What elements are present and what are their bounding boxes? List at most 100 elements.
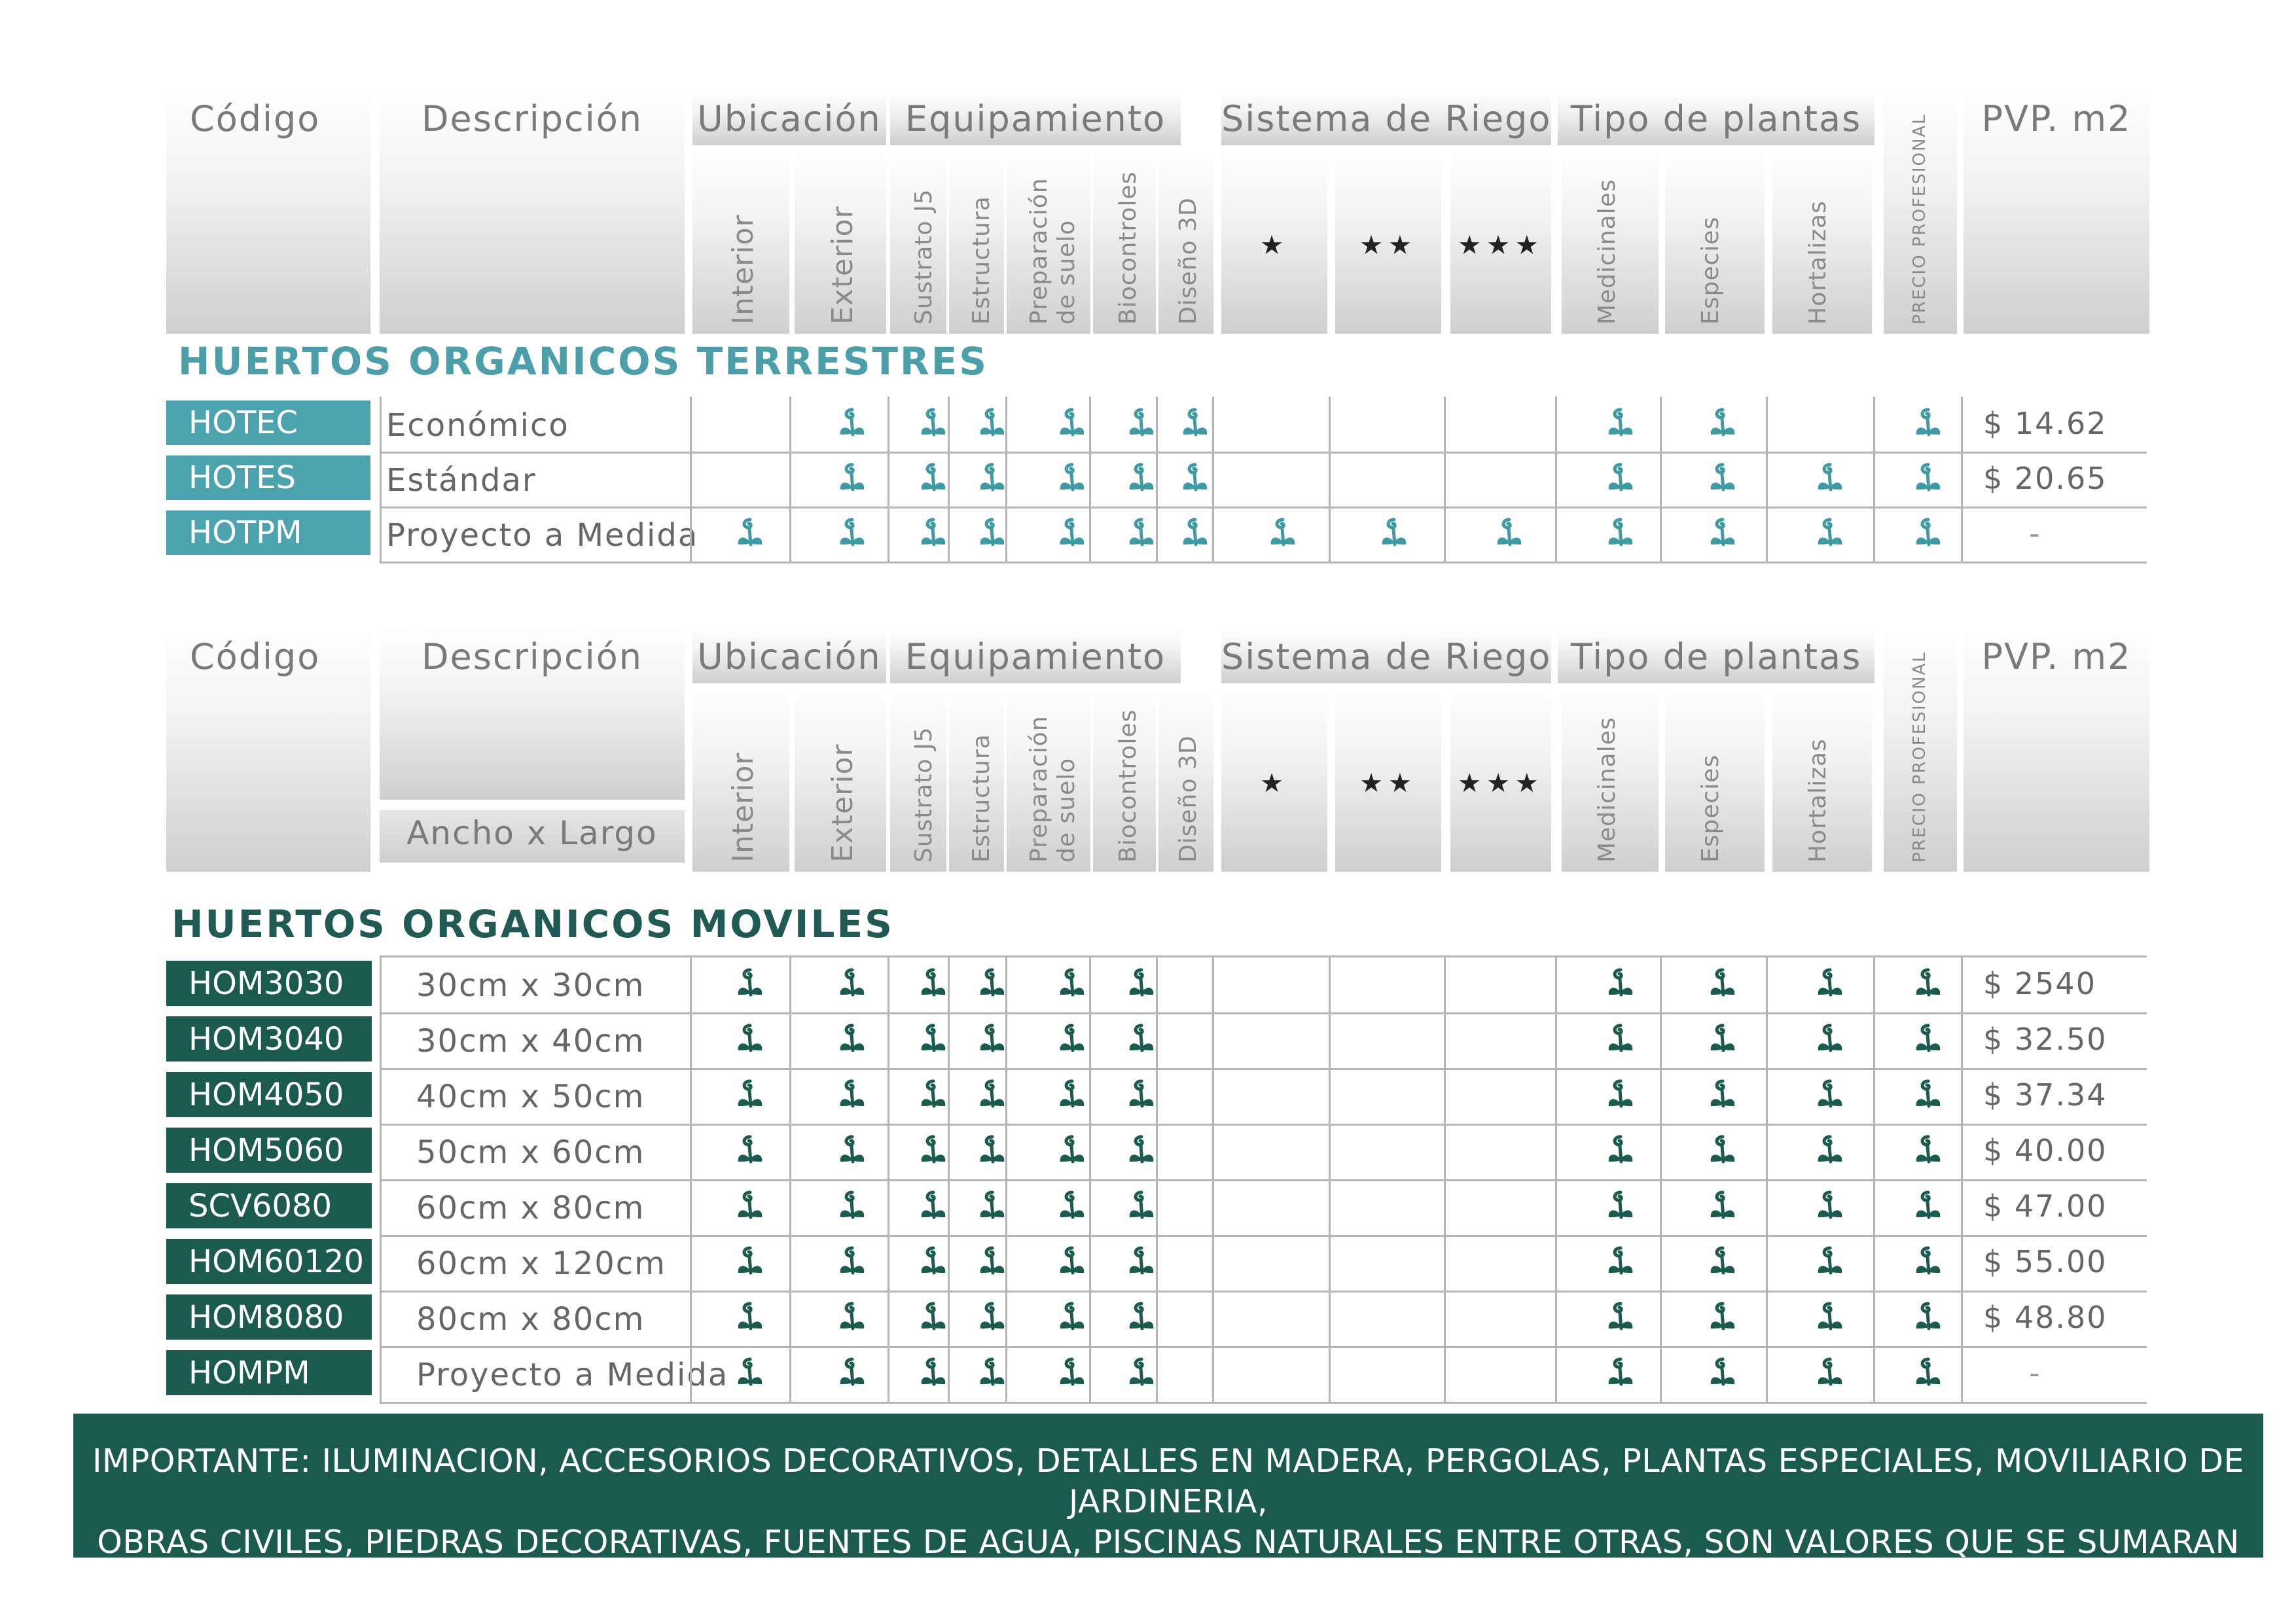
code-label: HOM3040 <box>188 1020 344 1058</box>
sprout-icon <box>1912 1355 1944 1392</box>
row-description: 80cm x 80cm <box>416 1301 645 1338</box>
sprout-icon <box>1707 1022 1738 1058</box>
sprout-icon <box>1814 516 1846 552</box>
sprout-icon <box>734 1133 766 1169</box>
header-sub-cell <box>1158 152 1213 334</box>
header-sub-cell <box>1562 690 1659 872</box>
header-preparacion-label-2: de suelo <box>1053 757 1080 863</box>
row-price: $ 14.62 <box>1983 406 2108 441</box>
column-divider <box>789 397 791 562</box>
header-precio-prof-cell <box>1884 630 1957 872</box>
header-plantas-label: Tipo de plantas <box>1570 636 1862 677</box>
sprout-icon <box>1707 461 1738 497</box>
sprout-icon <box>1179 406 1211 442</box>
sprout-icon <box>734 1022 766 1058</box>
column-divider <box>1444 397 1446 562</box>
sprout-icon <box>1126 461 1157 497</box>
header-hortalizas-label: Hortalizas <box>1804 738 1831 863</box>
notice-line-1: IMPORTANTE: ILUMINACION, ACCESORIOS DECO… <box>92 1442 2244 1520</box>
row-divider <box>380 452 2147 454</box>
sprout-icon <box>1605 1077 1636 1114</box>
header-sub-cell <box>949 690 1004 872</box>
header-ubicacion-cell <box>692 92 886 145</box>
sprout-icon <box>918 1077 949 1114</box>
header-diseno-label: Diseño 3D <box>1175 197 1202 325</box>
header-descripcion-cell <box>380 630 685 800</box>
header-ubicacion-cell <box>692 630 886 683</box>
header-plantas-cell <box>1558 630 1874 683</box>
header-sub-cell <box>1335 152 1441 334</box>
column-divider <box>1156 957 1158 1402</box>
row-description: 50cm x 60cm <box>416 1134 645 1171</box>
sprout-icon <box>918 1244 949 1281</box>
column-divider <box>690 397 692 562</box>
header-especies-label: Especies <box>1697 216 1724 325</box>
row-price: $ 47.00 <box>1983 1188 2108 1224</box>
sprout-icon <box>1707 516 1738 552</box>
sprout-icon <box>977 406 1008 442</box>
header-plantas-label: Tipo de plantas <box>1570 98 1862 139</box>
column-divider <box>1873 957 1875 1402</box>
code-hotpm: HOTPM <box>166 510 370 555</box>
sprout-icon <box>1912 1133 1944 1169</box>
header-precio-prof-label: PRECIO PROFESIONAL <box>1910 113 1929 325</box>
sprout-icon <box>977 461 1008 497</box>
header-equipamiento-cell <box>890 630 1181 683</box>
sprout-icon <box>1056 966 1088 1003</box>
ancho-largo-label: Ancho x Largo <box>406 814 658 852</box>
header-pvp-label: PVP. m2 <box>1981 636 2132 677</box>
code-hom5060: HOM5060 <box>166 1128 372 1173</box>
column-divider <box>1329 957 1331 1402</box>
code-label: HOTPM <box>188 514 302 551</box>
header-sub-cell <box>1772 690 1872 872</box>
code-label: HOM5060 <box>188 1132 344 1169</box>
code-hotes: HOTES <box>166 455 370 500</box>
row-divider <box>380 562 2147 563</box>
sprout-icon <box>977 1077 1008 1114</box>
row-price: $ 32.50 <box>1983 1022 2108 1057</box>
header-sub-cell <box>1335 690 1441 872</box>
sprout-icon <box>1605 1355 1636 1392</box>
header-riego-label: Sistema de Riego <box>1221 98 1552 139</box>
header-sub-cell <box>890 152 946 334</box>
sprout-icon <box>1912 406 1944 442</box>
column-divider <box>888 957 889 1402</box>
header-star-3: ★★★ <box>1458 768 1544 798</box>
sprout-icon <box>1707 1300 1738 1336</box>
header-sub-cell <box>1221 690 1327 872</box>
header-exterior-label: Exterior <box>826 205 859 325</box>
sprout-icon <box>1912 1300 1944 1336</box>
sprout-icon <box>1179 461 1211 497</box>
important-notice: IMPORTANTE: ILUMINACION, ACCESORIOS DECO… <box>73 1414 2263 1623</box>
sprout-icon <box>1056 406 1088 442</box>
header-medicinales-label: Medicinales <box>1594 179 1621 325</box>
sprout-icon <box>1707 1355 1738 1392</box>
row-price: - <box>2029 516 2041 551</box>
column-divider <box>1961 397 1963 562</box>
header-sub-cell <box>1450 690 1551 872</box>
column-divider <box>380 397 382 562</box>
sprout-icon <box>977 516 1008 552</box>
sprout-icon <box>1056 1133 1088 1169</box>
sprout-icon <box>1814 966 1846 1003</box>
sprout-icon <box>1605 1244 1636 1281</box>
header-star-2: ★★ <box>1359 768 1417 798</box>
header-star-1: ★ <box>1260 230 1289 260</box>
header-riego-cell <box>1221 630 1551 683</box>
sprout-icon <box>977 1355 1008 1392</box>
sprout-icon <box>1814 1355 1846 1392</box>
header-sub-cell <box>1221 152 1327 334</box>
header-codigo-label: Código <box>190 636 321 677</box>
header-sub-cell <box>1007 690 1090 872</box>
sprout-icon <box>836 461 868 497</box>
column-divider <box>1660 957 1662 1402</box>
header-riego-label: Sistema de Riego <box>1221 636 1552 677</box>
header-sub-cell <box>692 690 789 872</box>
sprout-icon <box>1126 1022 1157 1058</box>
row-divider <box>380 1291 2147 1293</box>
column-divider <box>1156 397 1158 562</box>
column-divider <box>1444 957 1446 1402</box>
row-description: Proyecto a Medida <box>416 1357 729 1393</box>
header-pvp-label: PVP. m2 <box>1981 98 2132 139</box>
notice-line-3: PRESUPUESTO O FACTURA EN CASO QUE USTED … <box>73 1603 2263 1623</box>
